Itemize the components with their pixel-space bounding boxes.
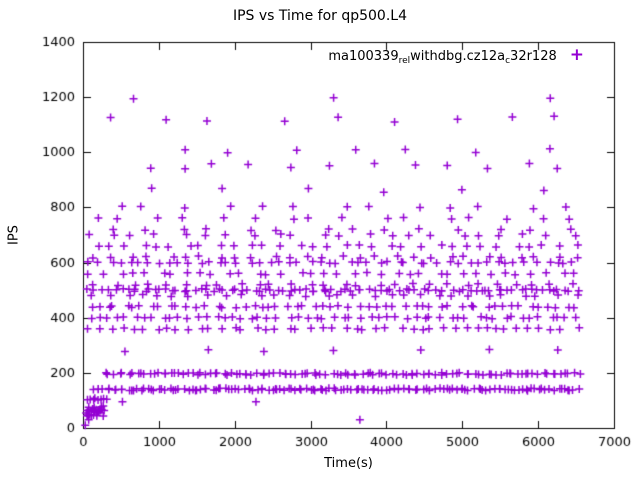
y-axis-label: IPS: [6, 225, 22, 245]
legend-marker-icon: +: [569, 45, 584, 65]
legend: ma100339relwithdbg.cz12ac32r128 +: [328, 45, 584, 67]
chart-title: IPS vs Time for qp500.L4: [232, 8, 407, 24]
legend-label: ma100339relwithdbg.cz12ac32r128: [328, 49, 557, 66]
x-axis-label: Time(s): [324, 456, 373, 471]
